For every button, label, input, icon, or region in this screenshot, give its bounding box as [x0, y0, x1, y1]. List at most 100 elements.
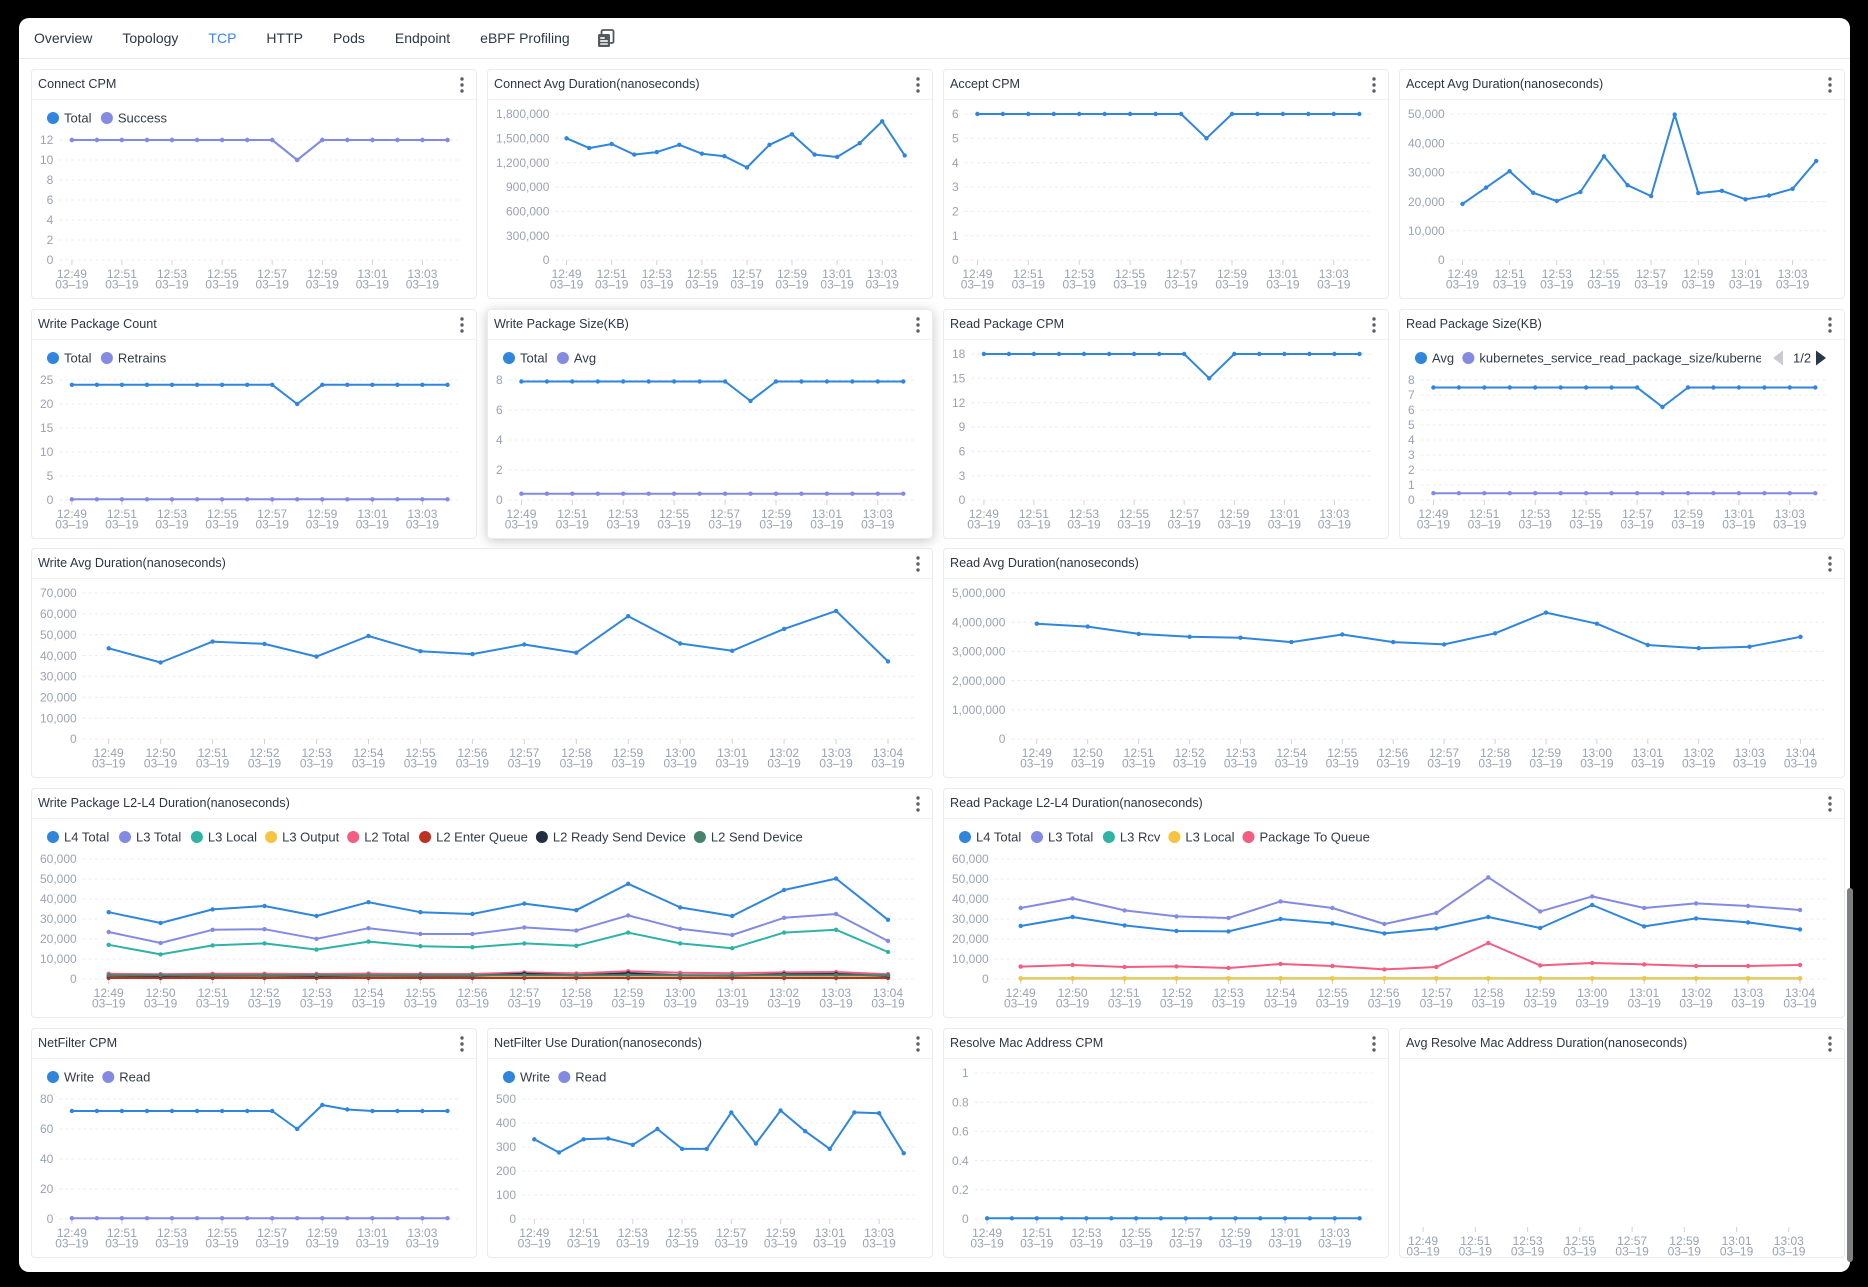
svg-text:03–19: 03–19: [256, 518, 290, 532]
svg-text:12:50: 12:50: [146, 746, 176, 760]
svg-text:900,000: 900,000: [506, 180, 550, 194]
svg-text:03–19: 03–19: [1733, 757, 1767, 771]
svg-text:12:57: 12:57: [257, 507, 287, 521]
svg-text:0: 0: [47, 1212, 54, 1226]
svg-text:12:53: 12:53: [1225, 746, 1255, 760]
svg-text:40,000: 40,000: [40, 892, 77, 906]
svg-text:03–19: 03–19: [556, 518, 590, 532]
svg-text:3: 3: [959, 469, 966, 483]
svg-text:12:55: 12:55: [207, 507, 237, 521]
svg-text:12:52: 12:52: [249, 746, 279, 760]
svg-text:12:59: 12:59: [1531, 746, 1561, 760]
svg-text:20,000: 20,000: [1408, 195, 1445, 209]
svg-text:18: 18: [952, 347, 966, 361]
svg-text:13:03: 13:03: [1735, 746, 1765, 760]
svg-text:03–19: 03–19: [715, 1237, 749, 1251]
svg-text:03–19: 03–19: [1119, 1237, 1153, 1251]
svg-text:03–19: 03–19: [1056, 997, 1090, 1011]
svg-text:6: 6: [496, 403, 503, 417]
svg-text:03–19: 03–19: [1318, 518, 1352, 532]
svg-text:12:51: 12:51: [1022, 1226, 1052, 1240]
svg-text:13:02: 13:02: [769, 746, 799, 760]
svg-text:03–19: 03–19: [55, 1237, 89, 1251]
svg-text:0: 0: [47, 253, 54, 267]
svg-text:03–19: 03–19: [1117, 518, 1151, 532]
svg-text:12:55: 12:55: [207, 267, 237, 281]
svg-text:03–19: 03–19: [55, 278, 89, 292]
svg-text:2: 2: [47, 233, 54, 247]
svg-text:03–19: 03–19: [1720, 1245, 1754, 1259]
svg-text:40,000: 40,000: [1408, 136, 1445, 150]
svg-text:Package To Queue: Package To Queue: [1260, 830, 1370, 845]
svg-text:03–19: 03–19: [819, 997, 853, 1011]
svg-text:L3 Local: L3 Local: [1185, 830, 1234, 845]
svg-text:03–19: 03–19: [1268, 518, 1302, 532]
svg-text:300: 300: [496, 1140, 516, 1154]
svg-text:12:49: 12:49: [506, 507, 536, 521]
svg-text:03–19: 03–19: [560, 997, 594, 1011]
svg-text:03–19: 03–19: [708, 518, 742, 532]
svg-text:03–19: 03–19: [1020, 1237, 1054, 1251]
svg-text:15: 15: [40, 421, 54, 435]
svg-text:Avg: Avg: [1432, 351, 1454, 366]
svg-text:6: 6: [959, 445, 966, 459]
svg-text:12:49: 12:49: [94, 746, 124, 760]
svg-text:0: 0: [509, 1212, 516, 1226]
svg-text:600,000: 600,000: [506, 205, 550, 219]
svg-text:03–19: 03–19: [961, 278, 995, 292]
svg-text:03–19: 03–19: [819, 757, 853, 771]
svg-text:03–19: 03–19: [1524, 997, 1558, 1011]
svg-text:13:04: 13:04: [1785, 986, 1815, 1000]
svg-text:13:03: 13:03: [407, 1226, 437, 1240]
svg-text:03–19: 03–19: [406, 518, 440, 532]
svg-text:03–19: 03–19: [1729, 278, 1763, 292]
svg-text:12:51: 12:51: [1013, 267, 1043, 281]
svg-text:03–19: 03–19: [105, 518, 139, 532]
svg-text:03–19: 03–19: [1615, 1245, 1649, 1259]
svg-text:03–19: 03–19: [871, 997, 905, 1011]
svg-text:30,000: 30,000: [40, 912, 77, 926]
svg-text:12:50: 12:50: [1058, 986, 1088, 1000]
svg-text:03–19: 03–19: [1722, 518, 1756, 532]
svg-text:13:01: 13:01: [357, 267, 387, 281]
svg-text:03–19: 03–19: [155, 1237, 189, 1251]
svg-text:03–19: 03–19: [1628, 997, 1662, 1011]
svg-text:03–19: 03–19: [1784, 757, 1818, 771]
svg-text:03–19: 03–19: [1529, 757, 1563, 771]
svg-text:12:58: 12:58: [561, 746, 591, 760]
svg-text:03–19: 03–19: [730, 278, 764, 292]
svg-text:03–19: 03–19: [1368, 997, 1402, 1011]
svg-text:03–19: 03–19: [300, 757, 334, 771]
svg-text:12:58: 12:58: [1480, 746, 1510, 760]
svg-text:13:03: 13:03: [1774, 1234, 1804, 1248]
svg-text:13:00: 13:00: [665, 746, 695, 760]
svg-text:13:00: 13:00: [665, 986, 695, 1000]
svg-text:12:57: 12:57: [257, 267, 287, 281]
svg-text:20: 20: [40, 1182, 54, 1196]
svg-text:03–19: 03–19: [1318, 1237, 1352, 1251]
svg-text:60: 60: [40, 1122, 54, 1136]
svg-text:0: 0: [999, 732, 1006, 746]
svg-text:4: 4: [1408, 433, 1415, 447]
svg-text:12:59: 12:59: [307, 1226, 337, 1240]
svg-text:40,000: 40,000: [952, 892, 989, 906]
svg-text:100: 100: [496, 1188, 516, 1202]
svg-text:13:01: 13:01: [1269, 507, 1299, 521]
svg-text:13:03: 13:03: [867, 267, 897, 281]
svg-text:4: 4: [496, 433, 503, 447]
svg-text:03–19: 03–19: [685, 278, 719, 292]
svg-text:03–19: 03–19: [256, 1237, 290, 1251]
svg-text:03–19: 03–19: [665, 1237, 699, 1251]
svg-text:12:49: 12:49: [1022, 746, 1052, 760]
svg-text:03–19: 03–19: [1511, 1245, 1545, 1259]
svg-text:03–19: 03–19: [92, 757, 126, 771]
svg-text:03–19: 03–19: [1160, 997, 1194, 1011]
svg-text:50,000: 50,000: [952, 872, 989, 886]
svg-text:12:59: 12:59: [1525, 986, 1555, 1000]
svg-text:12:50: 12:50: [146, 986, 176, 1000]
svg-text:12:55: 12:55: [1571, 507, 1601, 521]
svg-text:12:53: 12:53: [1213, 986, 1243, 1000]
svg-text:12:59: 12:59: [1683, 267, 1713, 281]
svg-text:0: 0: [496, 493, 503, 507]
svg-text:03–19: 03–19: [404, 997, 438, 1011]
